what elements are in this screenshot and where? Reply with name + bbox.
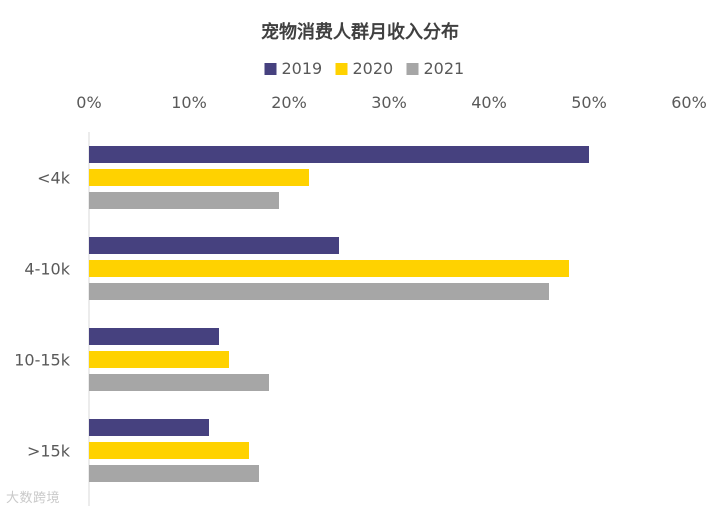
legend-swatch-2021 — [406, 63, 419, 75]
x-tick-label: 60% — [671, 93, 707, 112]
x-tick-label: 0% — [76, 93, 101, 112]
category-label: <4k — [37, 169, 71, 188]
x-tick-label: 10% — [171, 93, 207, 112]
bar-2019-1 — [89, 237, 339, 254]
watermark-text: 大数跨境 — [6, 491, 61, 506]
category-label: 10-15k — [14, 351, 70, 370]
bar-2021-2 — [89, 374, 269, 391]
x-tick-label: 20% — [271, 93, 307, 112]
bar-2020-1 — [89, 260, 569, 277]
x-tick-label: 50% — [571, 93, 607, 112]
bar-2019-0 — [89, 146, 589, 163]
legend-swatch-2020 — [335, 63, 348, 75]
category-label: 4-10k — [24, 260, 70, 279]
legend-swatch-2019 — [264, 63, 277, 75]
x-tick-label: 40% — [471, 93, 507, 112]
bar-2021-0 — [89, 192, 279, 209]
bar-2021-3 — [89, 465, 259, 482]
chart-title: 宠物消费人群月收入分布 — [261, 21, 459, 43]
bar-2019-2 — [89, 328, 219, 345]
bar-2021-1 — [89, 283, 549, 300]
legend-label-2020: 2020 — [353, 59, 394, 78]
bar-2020-3 — [89, 442, 249, 459]
category-label: >15k — [27, 442, 71, 461]
bar-2019-3 — [89, 419, 209, 436]
bar-2020-2 — [89, 351, 229, 368]
x-tick-label: 30% — [371, 93, 407, 112]
bar-2020-0 — [89, 169, 309, 186]
legend-label-2019: 2019 — [282, 59, 323, 78]
legend-label-2021: 2021 — [424, 59, 465, 78]
